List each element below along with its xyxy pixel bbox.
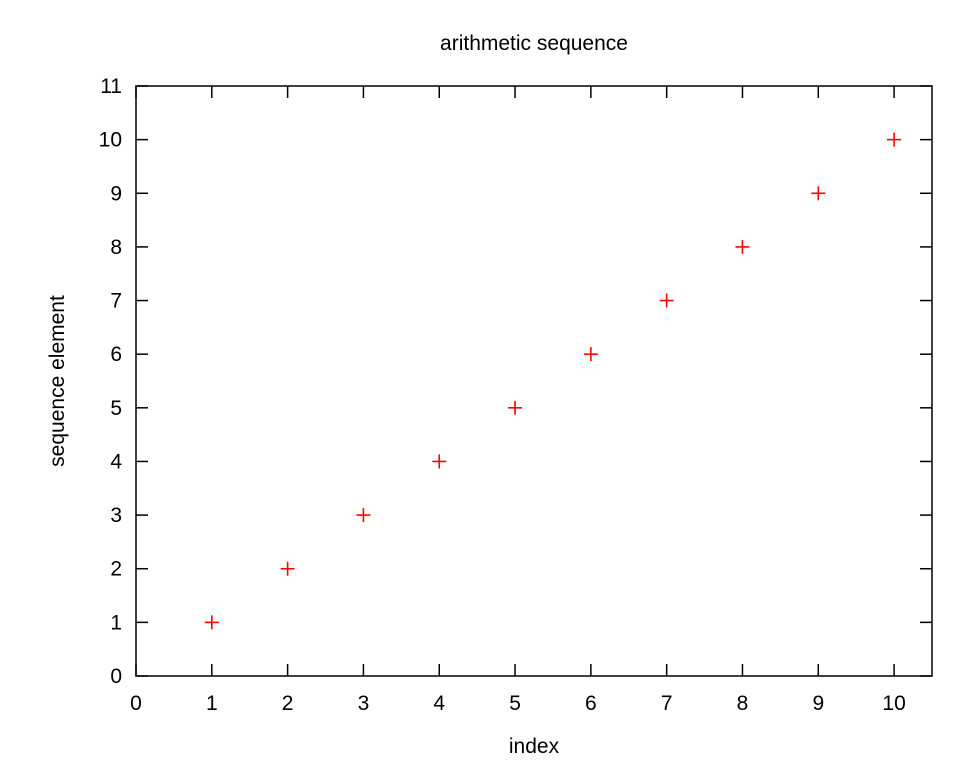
data-point — [659, 293, 674, 308]
y-tick-label: 3 — [110, 504, 122, 527]
y-tick-label: 8 — [110, 236, 122, 259]
plot-area: 0 1 2 3 4 5 6 7 8 9 10 0 1 2 3 4 5 6 7 8 9 10 11 — [99, 75, 933, 715]
y-tick-label: 1 — [110, 611, 122, 634]
x-tick-label: 4 — [433, 692, 445, 715]
data-point — [432, 454, 447, 469]
y-tick-label: 0 — [110, 665, 122, 688]
y-tick-label: 5 — [110, 397, 122, 420]
x-tick-label: 7 — [661, 692, 673, 715]
x-tick-label: 8 — [737, 692, 749, 715]
x-axis-label: index — [509, 735, 560, 758]
y-tick-label: 11 — [100, 75, 122, 98]
plot-frame — [135, 85, 933, 677]
data-point — [280, 561, 295, 576]
x-tick-label: 1 — [206, 692, 218, 715]
x-tick-label: 5 — [509, 692, 521, 715]
data-point — [508, 400, 523, 415]
x-tick-label: 6 — [585, 692, 597, 715]
data-point — [811, 186, 826, 201]
x-tick-label: 2 — [282, 692, 294, 715]
x-tick-label: 9 — [812, 692, 824, 715]
y-axis-label: sequence element — [46, 295, 69, 467]
data-point — [356, 508, 371, 523]
y-tick-label: 6 — [110, 343, 122, 366]
chart-title: arithmetic sequence — [440, 32, 628, 55]
y-tick-label: 4 — [110, 450, 122, 473]
x-tick-label: 3 — [358, 692, 370, 715]
data-point — [204, 615, 219, 630]
y-tick-label: 2 — [110, 558, 122, 581]
data-point — [583, 347, 598, 362]
y-tick-label: 9 — [110, 182, 122, 205]
data-point — [887, 132, 902, 147]
y-tick-label: 7 — [110, 290, 122, 313]
data-point — [735, 239, 750, 254]
x-tick-label: 10 — [882, 692, 905, 715]
x-tick-label: 0 — [130, 692, 142, 715]
y-tick-label: 10 — [99, 129, 122, 152]
